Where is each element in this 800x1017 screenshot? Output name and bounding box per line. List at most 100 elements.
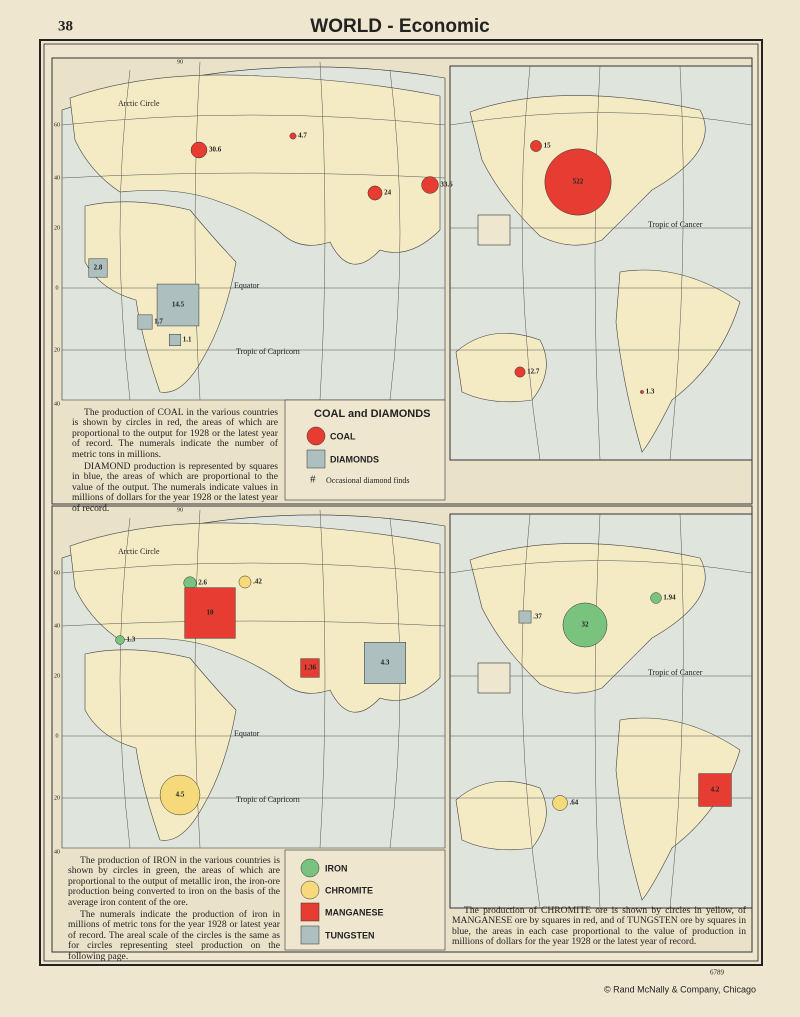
- symbol: 1.7: [137, 314, 163, 330]
- legend-label: CHROMITE: [325, 885, 373, 895]
- latitude-label: 60: [54, 570, 60, 576]
- circle-symbol: [640, 390, 644, 394]
- circle-symbol: [159, 774, 201, 816]
- circle-symbol: [544, 148, 612, 216]
- square-symbol: [156, 283, 200, 327]
- symbol: .64: [552, 795, 579, 811]
- symbol-label: 1.36: [304, 664, 317, 672]
- symbol-label: 24: [384, 189, 392, 197]
- symbol-label: 1.3: [646, 388, 655, 396]
- circle-symbol: [367, 185, 383, 201]
- symbol-label: 30.6: [209, 146, 222, 154]
- symbol: 2.6: [183, 576, 208, 590]
- latitude-label: 40: [54, 175, 60, 181]
- map-label: Equator: [234, 729, 260, 738]
- circle-symbol: [421, 176, 439, 194]
- latitude-label: 20: [54, 225, 60, 231]
- legend-swatch: #: [310, 474, 316, 486]
- symbol: .37: [518, 610, 542, 624]
- symbol-label: 12.7: [527, 368, 540, 376]
- caption-text: The production of COAL in the various co…: [72, 407, 278, 460]
- circle-symbol: [530, 140, 542, 152]
- symbol: 12.7: [514, 366, 540, 378]
- square-symbol: [300, 658, 320, 678]
- symbol-label: 1.7: [154, 318, 163, 326]
- symbol-label: 522: [573, 178, 584, 186]
- square-symbol: [698, 773, 732, 807]
- symbol-label: 4.5: [176, 791, 185, 799]
- symbol-label: 14.5: [172, 301, 185, 309]
- latitude-label: 90: [177, 507, 183, 513]
- circle-symbol: [289, 132, 297, 140]
- latitude-label: 90: [177, 59, 183, 65]
- symbol-label: 4.3: [381, 659, 390, 667]
- latitude-label: 40: [54, 401, 60, 407]
- frame: [39, 39, 763, 966]
- square-symbol: [137, 314, 153, 330]
- symbol: 30.6: [190, 141, 222, 159]
- symbol: 4.5: [159, 774, 201, 816]
- legend-swatch: [300, 880, 320, 900]
- square-symbol: [88, 258, 108, 278]
- legend-label: TUNGSTEN: [325, 930, 375, 940]
- latitude-label: 20: [54, 347, 60, 353]
- symbol-label: 4.2: [711, 786, 720, 794]
- legend-swatch: [306, 449, 326, 469]
- circle-symbol: [238, 575, 252, 589]
- copyright: © Rand McNally & Company, Chicago: [604, 984, 756, 994]
- circle-symbol: [552, 795, 568, 811]
- symbol-label: .42: [253, 578, 262, 586]
- latitude-label: 40: [54, 849, 60, 855]
- legend-swatch: [300, 925, 320, 945]
- map-label: Arctic Circle: [118, 99, 160, 108]
- map-label: Equator: [234, 281, 260, 290]
- circle-symbol: [562, 602, 608, 648]
- circle-symbol: [514, 366, 526, 378]
- symbol: 32: [562, 602, 608, 648]
- symbol: .42: [238, 575, 262, 589]
- map-label: Tropic of Capricorn: [236, 347, 300, 356]
- symbol: 1.3: [640, 388, 655, 396]
- map-label: Tropic of Capricorn: [236, 795, 300, 804]
- symbol-label: 10: [207, 609, 215, 617]
- latitude-label: 20: [54, 673, 60, 679]
- circle-symbol: [650, 592, 662, 604]
- legend-label: DIAMONDS: [330, 454, 379, 464]
- latitude-label: 0: [56, 733, 59, 739]
- legend-label: MANGANESE: [325, 907, 384, 917]
- symbol: 10: [184, 587, 236, 639]
- circle-symbol: [190, 141, 208, 159]
- symbol-label: 4.7: [298, 132, 307, 140]
- legend-swatch: [300, 858, 320, 878]
- circle-symbol: [183, 576, 197, 590]
- symbol: 15: [530, 140, 551, 152]
- symbol: 24: [367, 185, 392, 201]
- plate-number: 6789: [710, 969, 725, 977]
- symbol: 4.3: [364, 642, 406, 684]
- legend-title: COAL and DIAMONDS: [314, 408, 431, 420]
- map-label: Tropic of Cancer: [648, 220, 703, 229]
- caption-text: The production of IRON in the various co…: [68, 855, 280, 908]
- page-title: WORLD - Economic: [310, 16, 490, 37]
- latitude-labels: 90 60 40 20 0 20 40 90 60 40 20 0 20 40: [54, 59, 183, 855]
- caption-text: The numerals indicate the production of …: [68, 909, 280, 962]
- legend-label: Occasional diamond finds: [326, 476, 410, 485]
- symbol: 1.3: [115, 635, 136, 645]
- latitude-label: 20: [54, 795, 60, 801]
- square-symbol: [168, 333, 182, 347]
- caption: The production of IRON in the various co…: [68, 855, 280, 964]
- map-label: Tropic of Cancer: [648, 668, 703, 677]
- frame-inner: [43, 43, 759, 962]
- symbol-label: 1.94: [663, 594, 676, 602]
- caption-text: DIAMOND production is represented by squ…: [72, 461, 278, 514]
- caption: The production of CHROMITE ore is shown …: [452, 905, 746, 950]
- symbol-label: .37: [533, 613, 542, 621]
- symbol-label: 2.6: [198, 579, 207, 587]
- symbol: 1.36: [300, 658, 320, 678]
- symbol-label: 2.8: [94, 264, 103, 272]
- symbol: 33.6: [421, 176, 453, 194]
- square-symbol: [184, 587, 236, 639]
- symbol-label: 1.1: [183, 336, 192, 344]
